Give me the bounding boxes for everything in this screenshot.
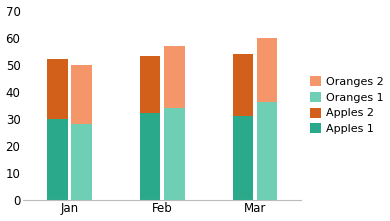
Bar [140, 57, 160, 113]
Bar [71, 65, 92, 124]
Bar [47, 59, 68, 119]
Bar [140, 113, 160, 200]
Bar [233, 116, 253, 200]
Bar [257, 102, 277, 200]
Legend: Oranges 2, Oranges 1, Apples 2, Apples 1: Oranges 2, Oranges 1, Apples 2, Apples 1 [310, 76, 384, 134]
Bar [47, 119, 68, 200]
Bar [164, 108, 184, 200]
Bar [233, 54, 253, 116]
Bar [71, 124, 92, 200]
Bar [257, 38, 277, 102]
Bar [164, 46, 184, 108]
